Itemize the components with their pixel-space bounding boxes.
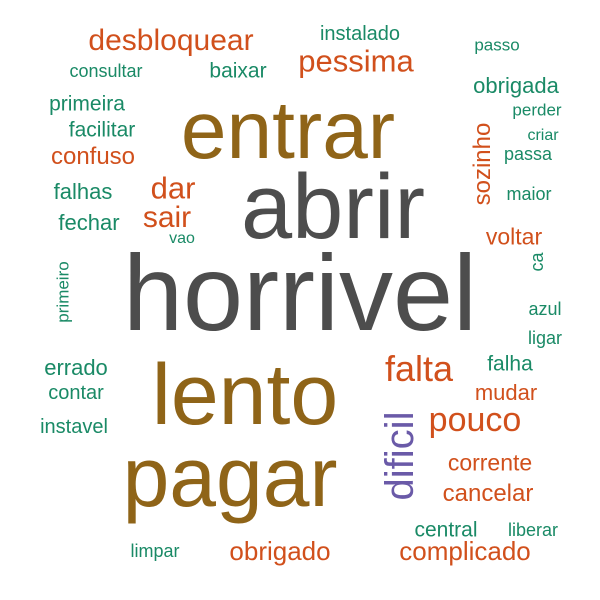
word-errado: errado: [44, 355, 108, 380]
word-falta: falta: [384, 348, 454, 389]
word-passo: passo: [474, 35, 520, 55]
word-complicado: complicado: [399, 536, 531, 566]
word-central: central: [414, 518, 478, 542]
word-dificil: dificil: [378, 411, 422, 501]
word-criar: criar: [527, 127, 559, 144]
word-vao: vao: [169, 230, 195, 247]
word-instalado: instalado: [319, 23, 401, 45]
word-passa: passa: [503, 144, 553, 164]
word-baixar: baixar: [209, 59, 267, 83]
word-maior: maior: [506, 184, 552, 204]
word-entrar: entrar: [180, 85, 396, 176]
word-primeiro: primeiro: [53, 261, 73, 323]
word-confuso: confuso: [50, 143, 136, 170]
word-desbloquear: desbloquear: [88, 24, 254, 57]
word-falha: falha: [487, 352, 533, 376]
word-ligar: ligar: [527, 328, 563, 348]
word-consultar: consultar: [69, 61, 143, 81]
word-abrir: abrir: [240, 156, 426, 258]
word-falhas: falhas: [53, 179, 113, 204]
word-limpar: limpar: [130, 541, 180, 561]
word-ca: ca: [527, 252, 547, 272]
word-pouco: pouco: [428, 401, 522, 439]
word-mudar: mudar: [474, 380, 538, 405]
word-horrivel: horrivel: [122, 232, 478, 353]
word-fechar: fechar: [58, 210, 120, 235]
word-facilitar: facilitar: [68, 118, 136, 142]
word-lento: lento: [151, 347, 339, 443]
word-primeira: primeira: [49, 92, 125, 116]
word-instavel: instavel: [40, 416, 108, 438]
word-sair: sair: [142, 201, 192, 234]
word-sozinho: sozinho: [469, 122, 496, 206]
word-obrigado: obrigado: [229, 536, 331, 566]
word-dar: dar: [150, 170, 196, 206]
word-corrente: corrente: [447, 449, 533, 476]
word-obrigada: obrigada: [473, 73, 559, 98]
word-pagar: pagar: [122, 430, 338, 524]
word-pessima: pessima: [298, 43, 414, 79]
word-voltar: voltar: [485, 223, 543, 250]
word-cancelar: cancelar: [442, 480, 534, 507]
word-azul: azul: [528, 299, 562, 319]
word-contar: contar: [48, 382, 104, 404]
word-liberar: liberar: [507, 520, 559, 540]
word-perder: perder: [512, 100, 562, 120]
